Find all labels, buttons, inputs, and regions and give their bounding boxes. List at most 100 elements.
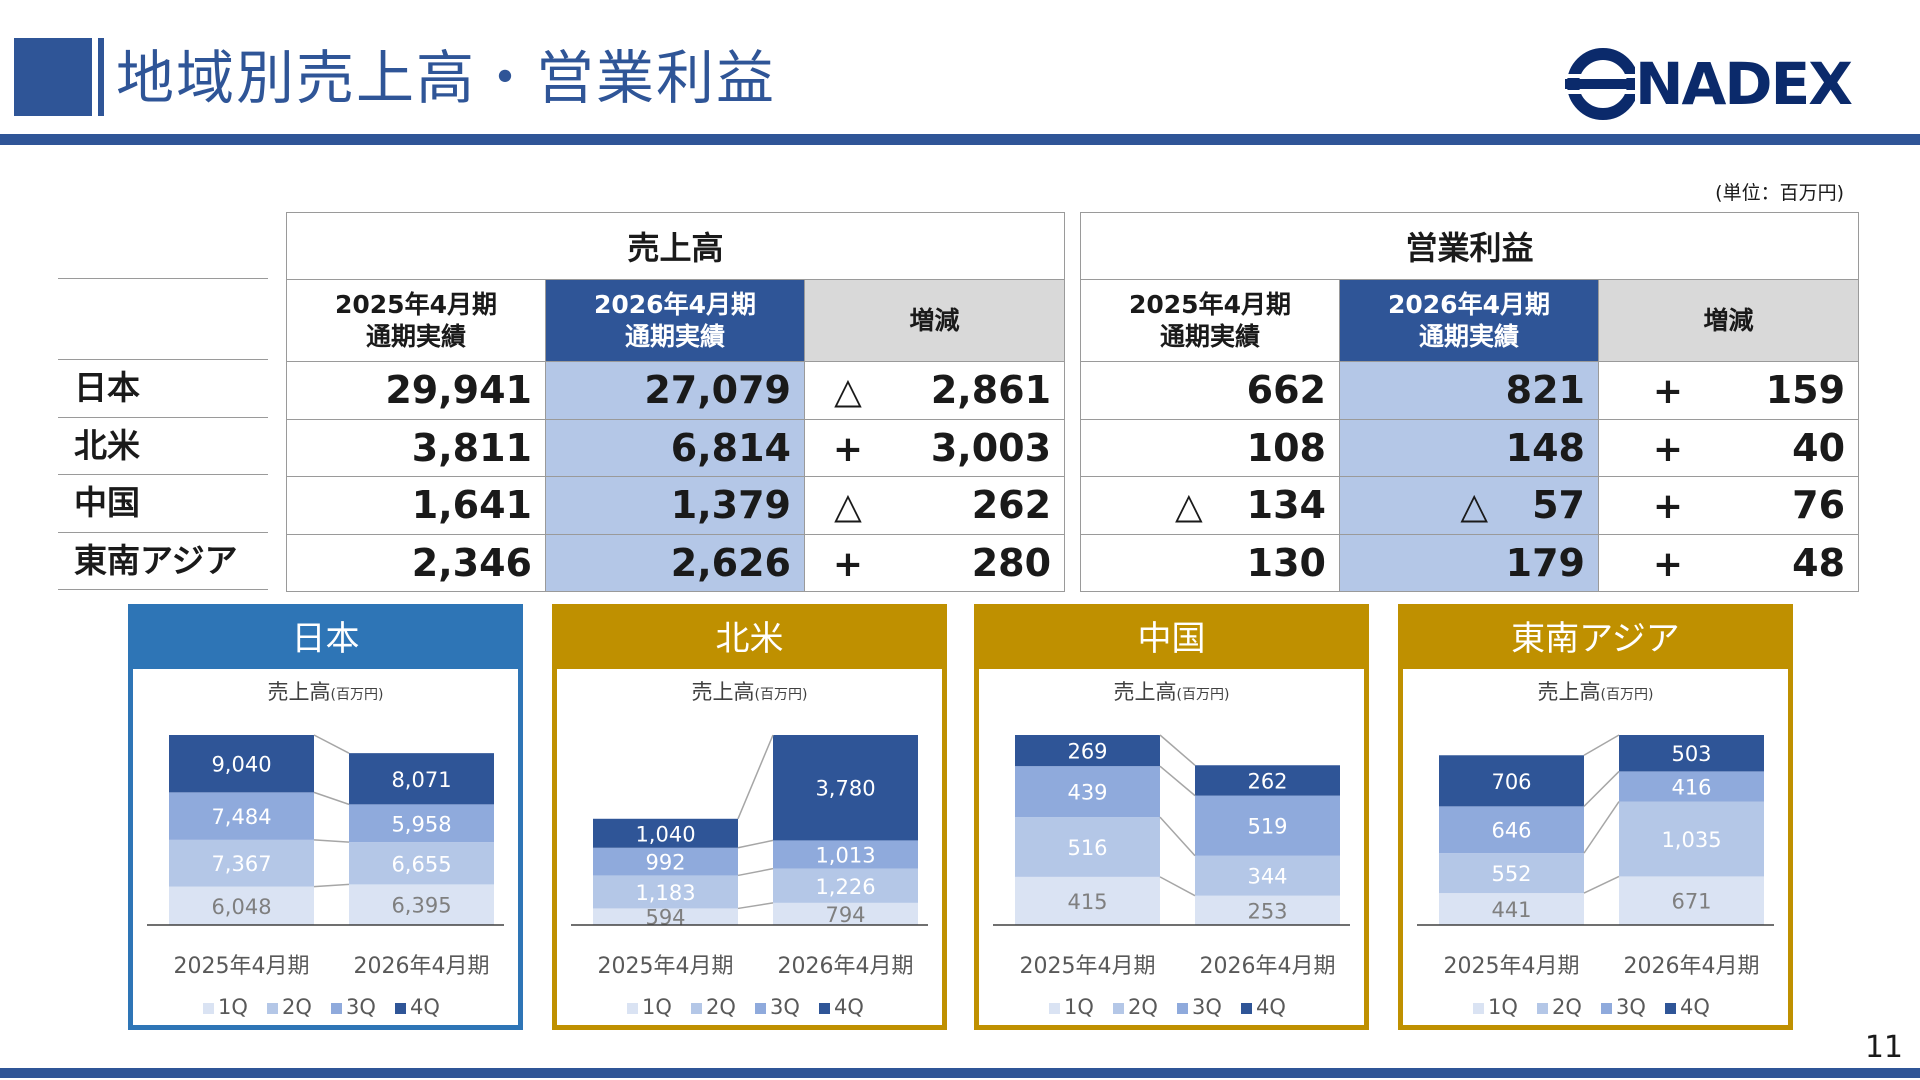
sales-chart-china: 売上高(百万円) 415 516 439 269 2025年4月期 253 344 519 262… bbox=[993, 680, 1350, 1019]
data-label: 5,958 bbox=[391, 812, 451, 836]
sales-col-prev: 2025年4月期 通期実績 bbox=[286, 279, 546, 362]
series-connector-line bbox=[737, 867, 774, 877]
sales-prev-cell: 3,811 bbox=[286, 418, 546, 477]
data-label: 794 bbox=[825, 903, 865, 927]
series-connector-line bbox=[1159, 765, 1196, 797]
bar-segment-1q bbox=[349, 884, 494, 925]
delta-sign: + bbox=[832, 543, 864, 585]
bar-segment-2q bbox=[593, 875, 738, 909]
bar-segment-2q bbox=[773, 868, 918, 903]
legend-swatch bbox=[1177, 1003, 1188, 1014]
logo-wordmark: NADEX bbox=[1635, 50, 1853, 118]
delta-sign: + bbox=[1652, 543, 1684, 585]
data-label: 1,035 bbox=[1661, 828, 1721, 852]
bar-segment-3q bbox=[349, 804, 494, 843]
series-connector-line bbox=[313, 734, 350, 754]
sales-col-delta: 増減 bbox=[803, 279, 1066, 362]
sales-curr-cell: 6,814 bbox=[545, 418, 805, 477]
op-curr-value: 57 bbox=[1532, 483, 1585, 528]
data-label: 1,183 bbox=[635, 881, 695, 905]
sales-chart-japan: 売上高(百万円) 6,048 7,367 7,484 9,040 2025年4月期 6,39… bbox=[147, 680, 504, 1019]
data-label: 7,484 bbox=[211, 805, 271, 829]
legend-swatch bbox=[1665, 1003, 1676, 1014]
delta-value: 159 bbox=[1765, 368, 1846, 413]
footer-rule bbox=[0, 1068, 1920, 1078]
series-connector-line bbox=[313, 791, 350, 806]
data-label: 516 bbox=[1067, 836, 1107, 860]
row-label-japan: 日本 bbox=[58, 360, 268, 418]
op-curr-cell: 821 bbox=[1339, 361, 1599, 420]
delta-value: 48 bbox=[1792, 540, 1846, 585]
delta-sign: + bbox=[1652, 371, 1684, 413]
panel-southeast-asia: 東南アジア 売上高(百万円) 441 552 646 706 2025年4月期 671 1,0… bbox=[1398, 604, 1793, 1030]
x-tick-label: 2025年4月期 bbox=[1444, 954, 1580, 979]
row-label-southeast-asia: 東南アジア bbox=[58, 533, 268, 590]
op-curr-cell: 179 bbox=[1339, 533, 1599, 592]
op-curr-cell: 148 bbox=[1339, 418, 1599, 477]
op-delta-cell: +48 bbox=[1597, 533, 1860, 592]
op-income-table-title: 営業利益 bbox=[1079, 212, 1860, 280]
delta-sign: + bbox=[1652, 486, 1684, 528]
sales-prev-cell: 29,941 bbox=[286, 361, 546, 420]
series-connector-line bbox=[1583, 734, 1620, 756]
sales-col-curr: 2026年4月期 通期実績 bbox=[545, 279, 805, 362]
company-logo: NADEX bbox=[1565, 46, 1895, 122]
op-prev-cell: △ 134 bbox=[1080, 476, 1340, 535]
data-label: 416 bbox=[1671, 775, 1711, 799]
legend-label: 2Q bbox=[706, 995, 736, 1019]
legend-swatch bbox=[755, 1003, 766, 1014]
op-prev-cell: 108 bbox=[1080, 418, 1340, 477]
sales-table: 売上高 2025年4月期 通期実績 2026年4月期 通期実績 増減 29,94… bbox=[285, 212, 1066, 592]
op-delta-cell: +40 bbox=[1597, 418, 1860, 477]
op-curr-value: 148 bbox=[1505, 425, 1585, 470]
delta-value: 280 bbox=[971, 540, 1052, 585]
sales-curr-cell: 1,379 bbox=[545, 476, 805, 535]
op-col-prev-label: 2025年4月期 通期実績 bbox=[1129, 289, 1291, 351]
op-prev-value: 662 bbox=[1246, 368, 1326, 413]
data-label: 503 bbox=[1671, 742, 1711, 766]
data-label: 344 bbox=[1247, 865, 1287, 889]
legend-label: 4Q bbox=[1680, 995, 1710, 1019]
bar-segment-4q bbox=[1439, 755, 1584, 807]
data-label: 7,367 bbox=[211, 852, 271, 876]
op-prev-value: 130 bbox=[1246, 540, 1326, 585]
op-col-delta: 増減 bbox=[1597, 279, 1860, 362]
panel-title: 日本 bbox=[133, 609, 518, 669]
legend-label: 2Q bbox=[1552, 995, 1582, 1019]
bar-segment-4q bbox=[349, 753, 494, 805]
chart-title: 売上高(百万円) bbox=[692, 680, 808, 704]
region-labels: 日本 北米 中国 東南アジア bbox=[58, 278, 268, 590]
bar-segment-4q bbox=[169, 735, 314, 793]
bar-segment-1q bbox=[593, 908, 738, 925]
data-label: 1,013 bbox=[815, 844, 875, 868]
legend-swatch bbox=[1537, 1003, 1548, 1014]
legend-label: 3Q bbox=[1616, 995, 1646, 1019]
panel-title: 北米 bbox=[557, 609, 942, 669]
title-accent-bar bbox=[98, 38, 104, 116]
data-label: 519 bbox=[1247, 815, 1287, 839]
legend-label: 4Q bbox=[834, 995, 864, 1019]
data-label: 1,040 bbox=[635, 822, 695, 846]
legend-label: 1Q bbox=[1064, 995, 1094, 1019]
x-tick-label: 2026年4月期 bbox=[778, 954, 914, 979]
panel-title: 中国 bbox=[979, 609, 1364, 669]
bar-segment-2q bbox=[349, 842, 494, 885]
sales-prev-cell: 1,641 bbox=[286, 476, 546, 535]
op-curr-value: 179 bbox=[1505, 540, 1585, 585]
data-label: 706 bbox=[1491, 770, 1531, 794]
data-label: 6,048 bbox=[211, 895, 271, 919]
series-connector-line bbox=[1583, 875, 1620, 894]
chart-title: 売上高(百万円) bbox=[268, 680, 384, 704]
x-tick-label: 2025年4月期 bbox=[1020, 954, 1156, 979]
bar-segment-1q bbox=[1195, 895, 1340, 925]
op-col-curr: 2026年4月期 通期実績 bbox=[1339, 279, 1599, 362]
op-prev-cell: 662 bbox=[1080, 361, 1340, 420]
delta-sign: △ bbox=[834, 371, 862, 413]
data-label: 8,071 bbox=[391, 768, 451, 792]
series-connector-line bbox=[737, 839, 774, 849]
x-tick-label: 2026年4月期 bbox=[1624, 954, 1760, 979]
panel-title: 東南アジア bbox=[1403, 609, 1788, 669]
data-label: 3,780 bbox=[815, 777, 875, 801]
bar-segment-3q bbox=[773, 840, 918, 869]
